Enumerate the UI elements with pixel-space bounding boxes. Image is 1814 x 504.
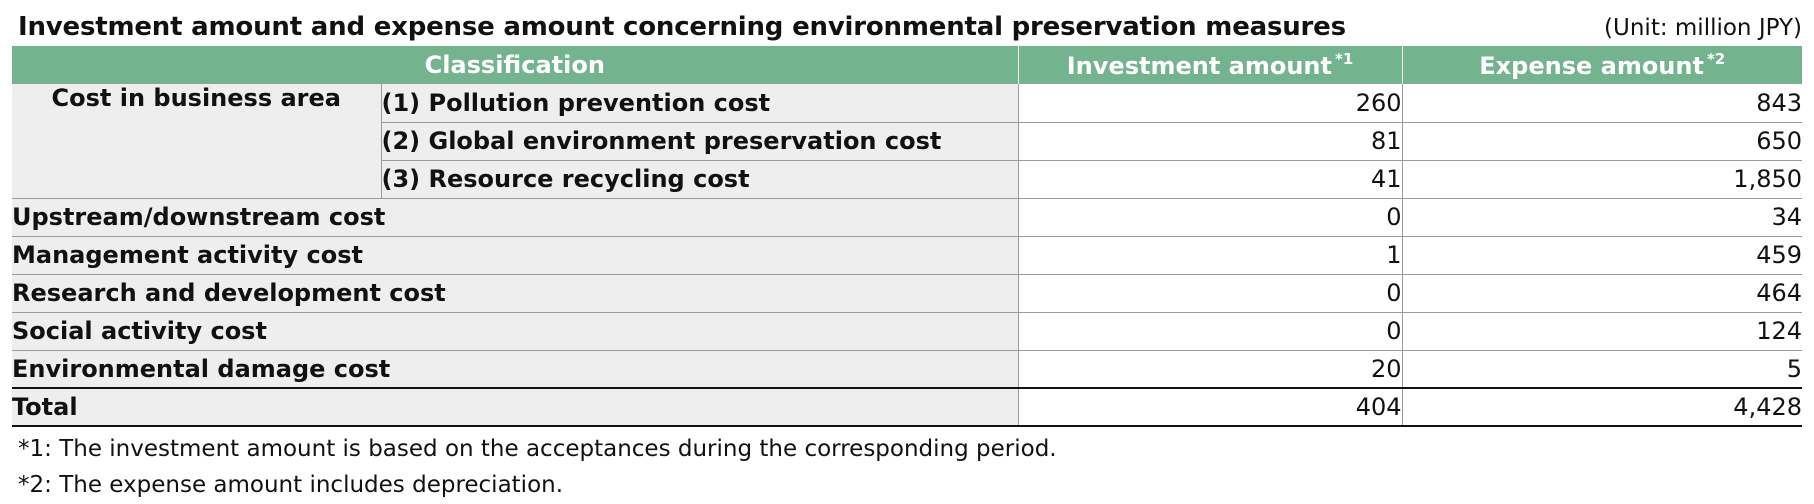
expense-value: 650 xyxy=(1402,122,1803,161)
expense-value: 1,850 xyxy=(1402,160,1803,199)
investment-value: 1 xyxy=(1018,236,1403,275)
header-investment-label: Investment amount xyxy=(1066,52,1332,80)
group-label-business-area: Cost in business area xyxy=(12,84,382,199)
row-label: Management activity cost xyxy=(12,236,1019,275)
investment-value: 0 xyxy=(1018,312,1403,351)
header-expense-label: Expense amount xyxy=(1479,52,1704,80)
expense-value: 843 xyxy=(1402,84,1803,123)
investment-value: 41 xyxy=(1018,160,1403,199)
header-expense-footnote-mark: *2 xyxy=(1706,50,1726,68)
document-page: Investment amount and expense amount con… xyxy=(12,6,1803,503)
footnote-1: *1: The investment amount is based on th… xyxy=(18,436,1057,462)
table-row: Social activity cost 0 124 xyxy=(12,312,1803,351)
investment-value: 20 xyxy=(1018,350,1403,389)
table-row: Research and development cost 0 464 xyxy=(12,274,1803,313)
row-label: (1) Pollution prevention cost xyxy=(381,84,1019,123)
expense-value: 459 xyxy=(1402,236,1803,275)
header-expense: Expense amount *2 xyxy=(1402,46,1803,84)
expense-value: 464 xyxy=(1402,274,1803,313)
investment-value: 81 xyxy=(1018,122,1403,161)
total-expense-value: 4,428 xyxy=(1402,387,1803,427)
table-row: Environmental damage cost 20 5 xyxy=(12,350,1803,389)
table-title: Investment amount and expense amount con… xyxy=(18,12,1346,42)
unit-label: (Unit: million JPY) xyxy=(1604,15,1802,41)
total-row: Total 404 4,428 xyxy=(12,387,1803,427)
row-label: (3) Resource recycling cost xyxy=(381,160,1019,199)
header-classification: Classification xyxy=(12,46,1019,84)
table-row: (3) Resource recycling cost 41 1,850 xyxy=(12,160,1803,199)
expense-value: 124 xyxy=(1402,312,1803,351)
investment-value: 0 xyxy=(1018,274,1403,313)
footnotes: *1: The investment amount is based on th… xyxy=(12,431,1802,503)
expense-value: 5 xyxy=(1402,350,1803,389)
total-label: Total xyxy=(12,387,1019,427)
header-row: Classification Investment amount *1 Expen… xyxy=(12,46,1803,84)
table-row: Management activity cost 1 459 xyxy=(12,236,1803,275)
row-label: Upstream/downstream cost xyxy=(12,198,1019,237)
footnote-2: *2: The expense amount includes deprecia… xyxy=(18,472,564,498)
total-investment-value: 404 xyxy=(1018,387,1403,427)
investment-value: 260 xyxy=(1018,84,1403,123)
title-row: Investment amount and expense amount con… xyxy=(12,6,1802,46)
table-row: Cost in business area (1) Pollution prev… xyxy=(12,84,1803,199)
row-label: Research and development cost xyxy=(12,274,1019,313)
investment-value: 0 xyxy=(1018,198,1403,237)
row-label: (2) Global environment preservation cost xyxy=(381,122,1019,161)
header-investment-footnote-mark: *1 xyxy=(1334,50,1354,68)
header-investment: Investment amount *1 xyxy=(1018,46,1403,84)
table-row: (2) Global environment preservation cost… xyxy=(12,122,1803,161)
cost-table: Classification Investment amount *1 Expen… xyxy=(12,46,1803,427)
row-label: Environmental damage cost xyxy=(12,350,1019,389)
row-label: Social activity cost xyxy=(12,312,1019,351)
expense-value: 34 xyxy=(1402,198,1803,237)
table-row: Upstream/downstream cost 0 34 xyxy=(12,198,1803,237)
